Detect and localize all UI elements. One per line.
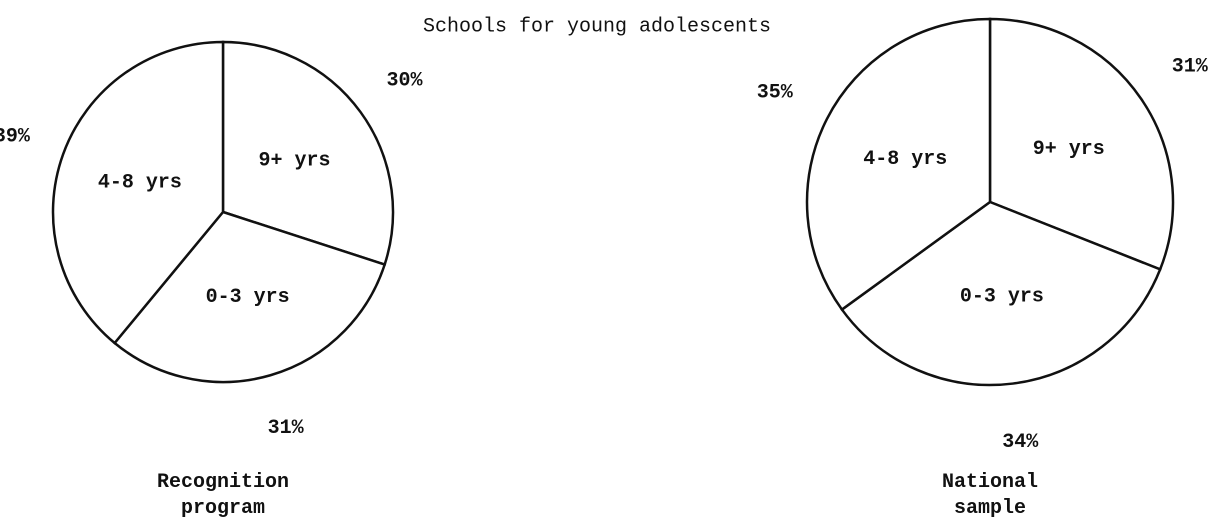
pie-slice [221, 40, 395, 267]
pie-slice [840, 200, 1162, 387]
slice-label: 9+ yrs [259, 149, 331, 172]
value-label: 35% [757, 82, 794, 105]
value-label: 31% [268, 417, 305, 440]
pie-slice [51, 40, 225, 345]
slice-label: 0-3 yrs [206, 286, 290, 309]
value-label: 30% [387, 69, 424, 92]
slice-label: 9+ yrs [1033, 138, 1105, 161]
pie-slice [988, 17, 1175, 271]
pie-name: National sample [941, 471, 1038, 520]
slice-label: 0-3 yrs [960, 286, 1044, 309]
slice-label: 4-8 yrs [98, 171, 182, 194]
value-label: 39% [0, 125, 31, 148]
chart-title: Schools for young adolescents [423, 15, 771, 38]
value-label: 34% [1002, 431, 1039, 454]
pie-slice [805, 17, 992, 312]
pie-name: Recognition program [156, 471, 290, 520]
slice-label: 4-8 yrs [863, 148, 947, 171]
value-label: 31% [1172, 56, 1209, 79]
pie-slice [112, 210, 387, 384]
